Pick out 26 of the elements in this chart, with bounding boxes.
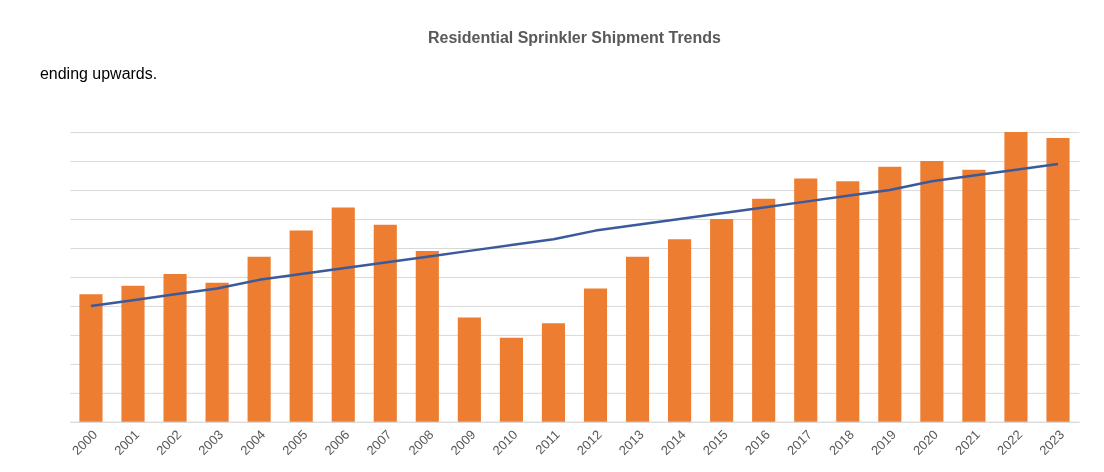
bar (1004, 132, 1028, 422)
bar (583, 288, 608, 422)
chart-title: Residential Sprinkler Shipment Trends (428, 29, 722, 47)
bar (457, 317, 481, 422)
bar (541, 323, 566, 422)
bar (163, 274, 187, 422)
bar (752, 198, 776, 422)
bar (1046, 137, 1070, 422)
bar (121, 285, 145, 422)
bar (247, 256, 271, 422)
bar (920, 161, 944, 422)
bar (878, 166, 902, 422)
bar (794, 178, 818, 422)
bar (331, 207, 355, 422)
bar (499, 337, 523, 422)
bar (710, 219, 734, 422)
bar (79, 294, 103, 422)
bar (668, 239, 692, 422)
bar (205, 282, 229, 422)
bar (373, 224, 397, 422)
text: ending upwards. (39, 65, 158, 83)
bar (289, 230, 313, 422)
bar (625, 256, 650, 422)
bar (836, 181, 860, 422)
bar (962, 169, 986, 422)
bar (415, 250, 439, 422)
